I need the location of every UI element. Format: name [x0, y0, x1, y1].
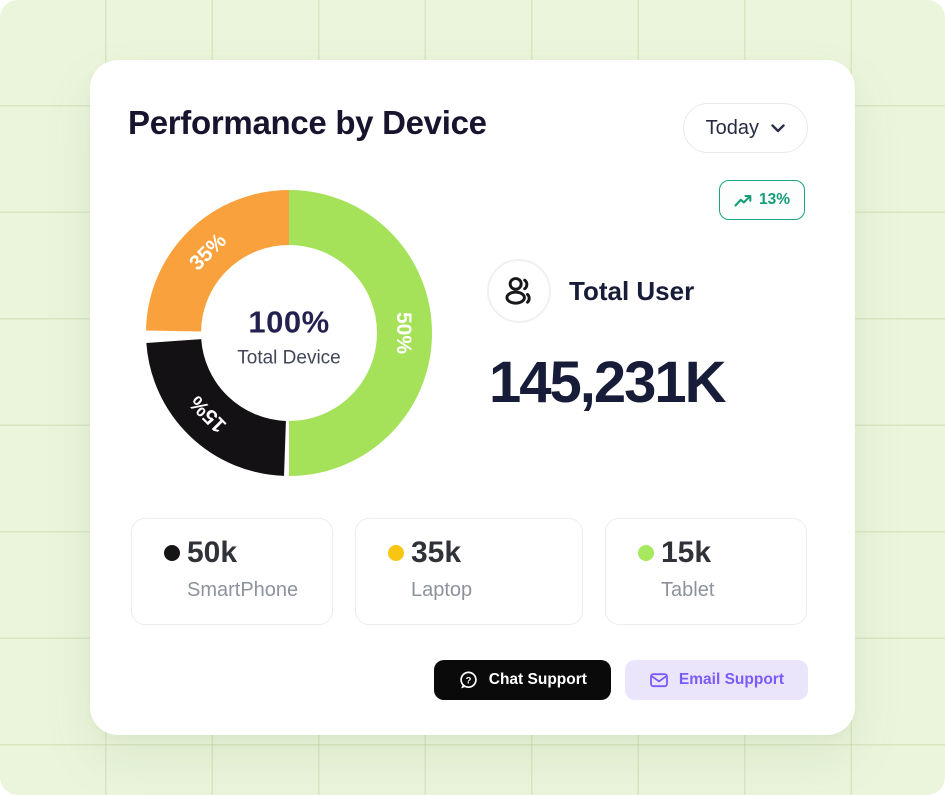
- donut-segment-black: [146, 338, 287, 476]
- laptop-dot: [388, 545, 404, 561]
- stat-card-smartphone: 50k SmartPhone: [131, 518, 333, 625]
- laptop-label: Laptop: [411, 579, 473, 601]
- total-user-section: Total User: [487, 259, 694, 323]
- actions-row: ? Chat Support Email Support: [433, 660, 808, 700]
- donut-chart-svg: 50% 35% 15%: [146, 190, 432, 476]
- total-user-value: 145,231K: [489, 350, 727, 415]
- chat-bubble-icon: ?: [458, 670, 479, 691]
- stat-card-laptop: 35k Laptop: [355, 518, 583, 625]
- donut-center-label: Total Device: [237, 347, 341, 369]
- donut-segment-orange: [146, 190, 290, 333]
- period-dropdown[interactable]: Today: [682, 103, 808, 153]
- smartphone-value: 50k: [187, 536, 238, 569]
- chevron-down-icon: [771, 123, 785, 133]
- donut-segment-green: [288, 190, 432, 476]
- stat-card-tablet: 15k Tablet: [605, 518, 807, 625]
- card-title: Performance by Device: [128, 104, 487, 141]
- envelope-icon: [649, 670, 669, 690]
- donut-center-value: 100%: [248, 304, 330, 340]
- trending-up-icon: [734, 193, 752, 207]
- period-dropdown-label: Today: [705, 116, 759, 139]
- svg-text:?: ?: [465, 675, 471, 686]
- stats-row: 50k SmartPhone 35k Laptop 15k Tablet: [131, 518, 807, 625]
- email-support-label: Email Support: [678, 671, 784, 688]
- donut-center: 100% Total Device: [237, 304, 341, 369]
- tablet-value: 15k: [661, 536, 712, 569]
- tablet-dot: [638, 545, 654, 561]
- chat-support-label: Chat Support: [488, 671, 587, 688]
- users-icon-circle: [487, 259, 551, 323]
- smartphone-dot: [164, 545, 180, 561]
- total-user-label: Total User: [569, 275, 695, 306]
- laptop-value: 35k: [411, 536, 462, 569]
- email-support-button[interactable]: Email Support: [624, 660, 808, 700]
- trend-badge-value: 13%: [758, 191, 790, 208]
- donut-label-green: 50%: [392, 312, 415, 354]
- chat-support-button[interactable]: ? Chat Support: [433, 660, 611, 700]
- donut-chart: 50% 35% 15% 100% Total Device: [139, 183, 439, 483]
- users-icon: [500, 272, 538, 310]
- trend-badge: 13%: [718, 180, 805, 220]
- tablet-label: Tablet: [661, 579, 715, 601]
- performance-card: Performance by Device Today 13%: [90, 60, 855, 735]
- smartphone-label: SmartPhone: [187, 579, 299, 601]
